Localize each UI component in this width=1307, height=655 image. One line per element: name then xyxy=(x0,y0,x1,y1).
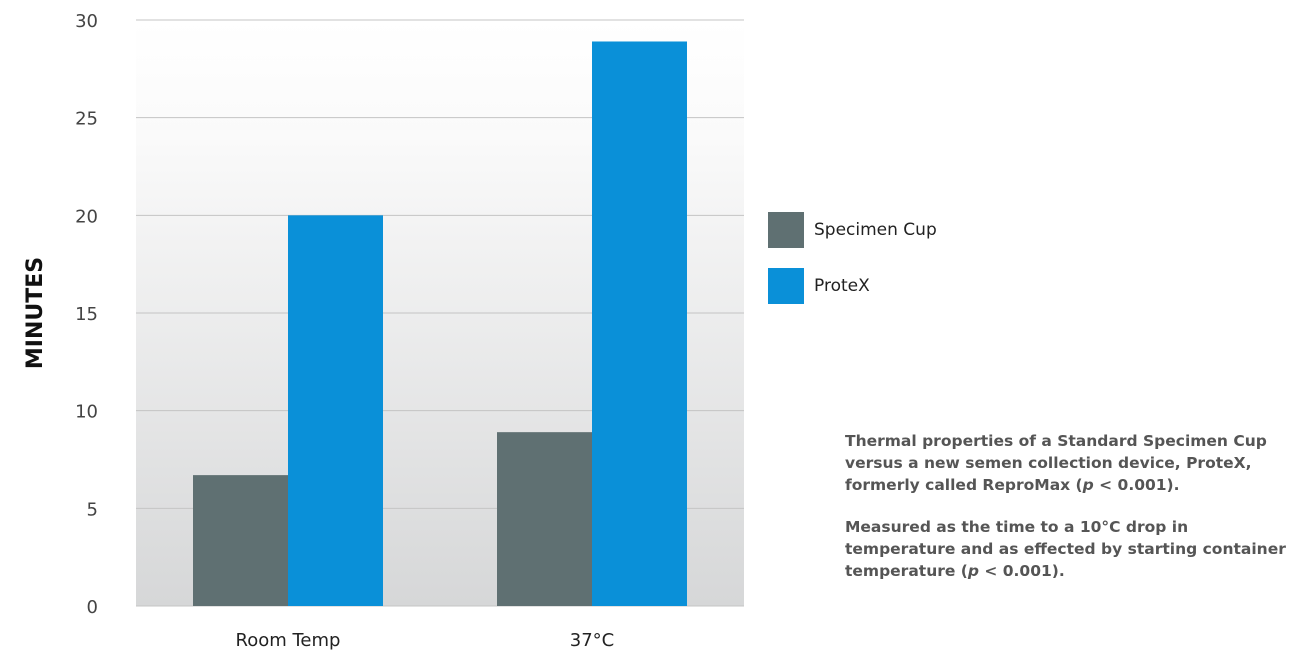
caption-note-measured-p: p xyxy=(967,562,979,580)
legend-item-specimen-cup: Specimen Cup xyxy=(768,212,937,248)
legend-label-specimen-cup: Specimen Cup xyxy=(814,220,937,240)
legend-swatch-protex xyxy=(768,268,804,304)
legend-item-protex: ProteX xyxy=(768,268,937,304)
legend-label-protex: ProteX xyxy=(814,276,870,296)
y-tick-label: 15 xyxy=(75,304,98,325)
legend: Specimen Cup ProteX xyxy=(768,212,937,324)
caption-note-measured-text: Measured as the time to a 10°C drop in t… xyxy=(845,518,1286,580)
caption-note-thermal-tail: < 0.001). xyxy=(1093,476,1180,494)
bar xyxy=(288,215,383,607)
y-tick-label: 0 xyxy=(87,597,98,618)
caption-note-thermal-p: p xyxy=(1082,476,1094,494)
y-tick-label: 10 xyxy=(75,402,98,423)
bar xyxy=(592,41,687,606)
caption-notes: Thermal properties of a Standard Specime… xyxy=(845,430,1295,602)
bar xyxy=(497,432,592,606)
y-tick-label: 20 xyxy=(75,206,98,227)
x-tick-label: Room Temp xyxy=(236,630,341,651)
y-tick-label: 30 xyxy=(75,11,98,32)
bar xyxy=(193,475,288,606)
y-tick-label: 5 xyxy=(87,499,98,520)
legend-swatch-specimen-cup xyxy=(768,212,804,248)
x-tick-label: 37°C xyxy=(570,630,614,651)
caption-note-measured: Measured as the time to a 10°C drop in t… xyxy=(845,516,1295,582)
y-tick-label: 25 xyxy=(75,109,98,130)
caption-note-thermal: Thermal properties of a Standard Specime… xyxy=(845,430,1295,496)
y-axis-label: MINUTES xyxy=(23,257,48,369)
caption-note-thermal-text: Thermal properties of a Standard Specime… xyxy=(845,432,1267,494)
caption-note-measured-tail: < 0.001). xyxy=(978,562,1065,580)
